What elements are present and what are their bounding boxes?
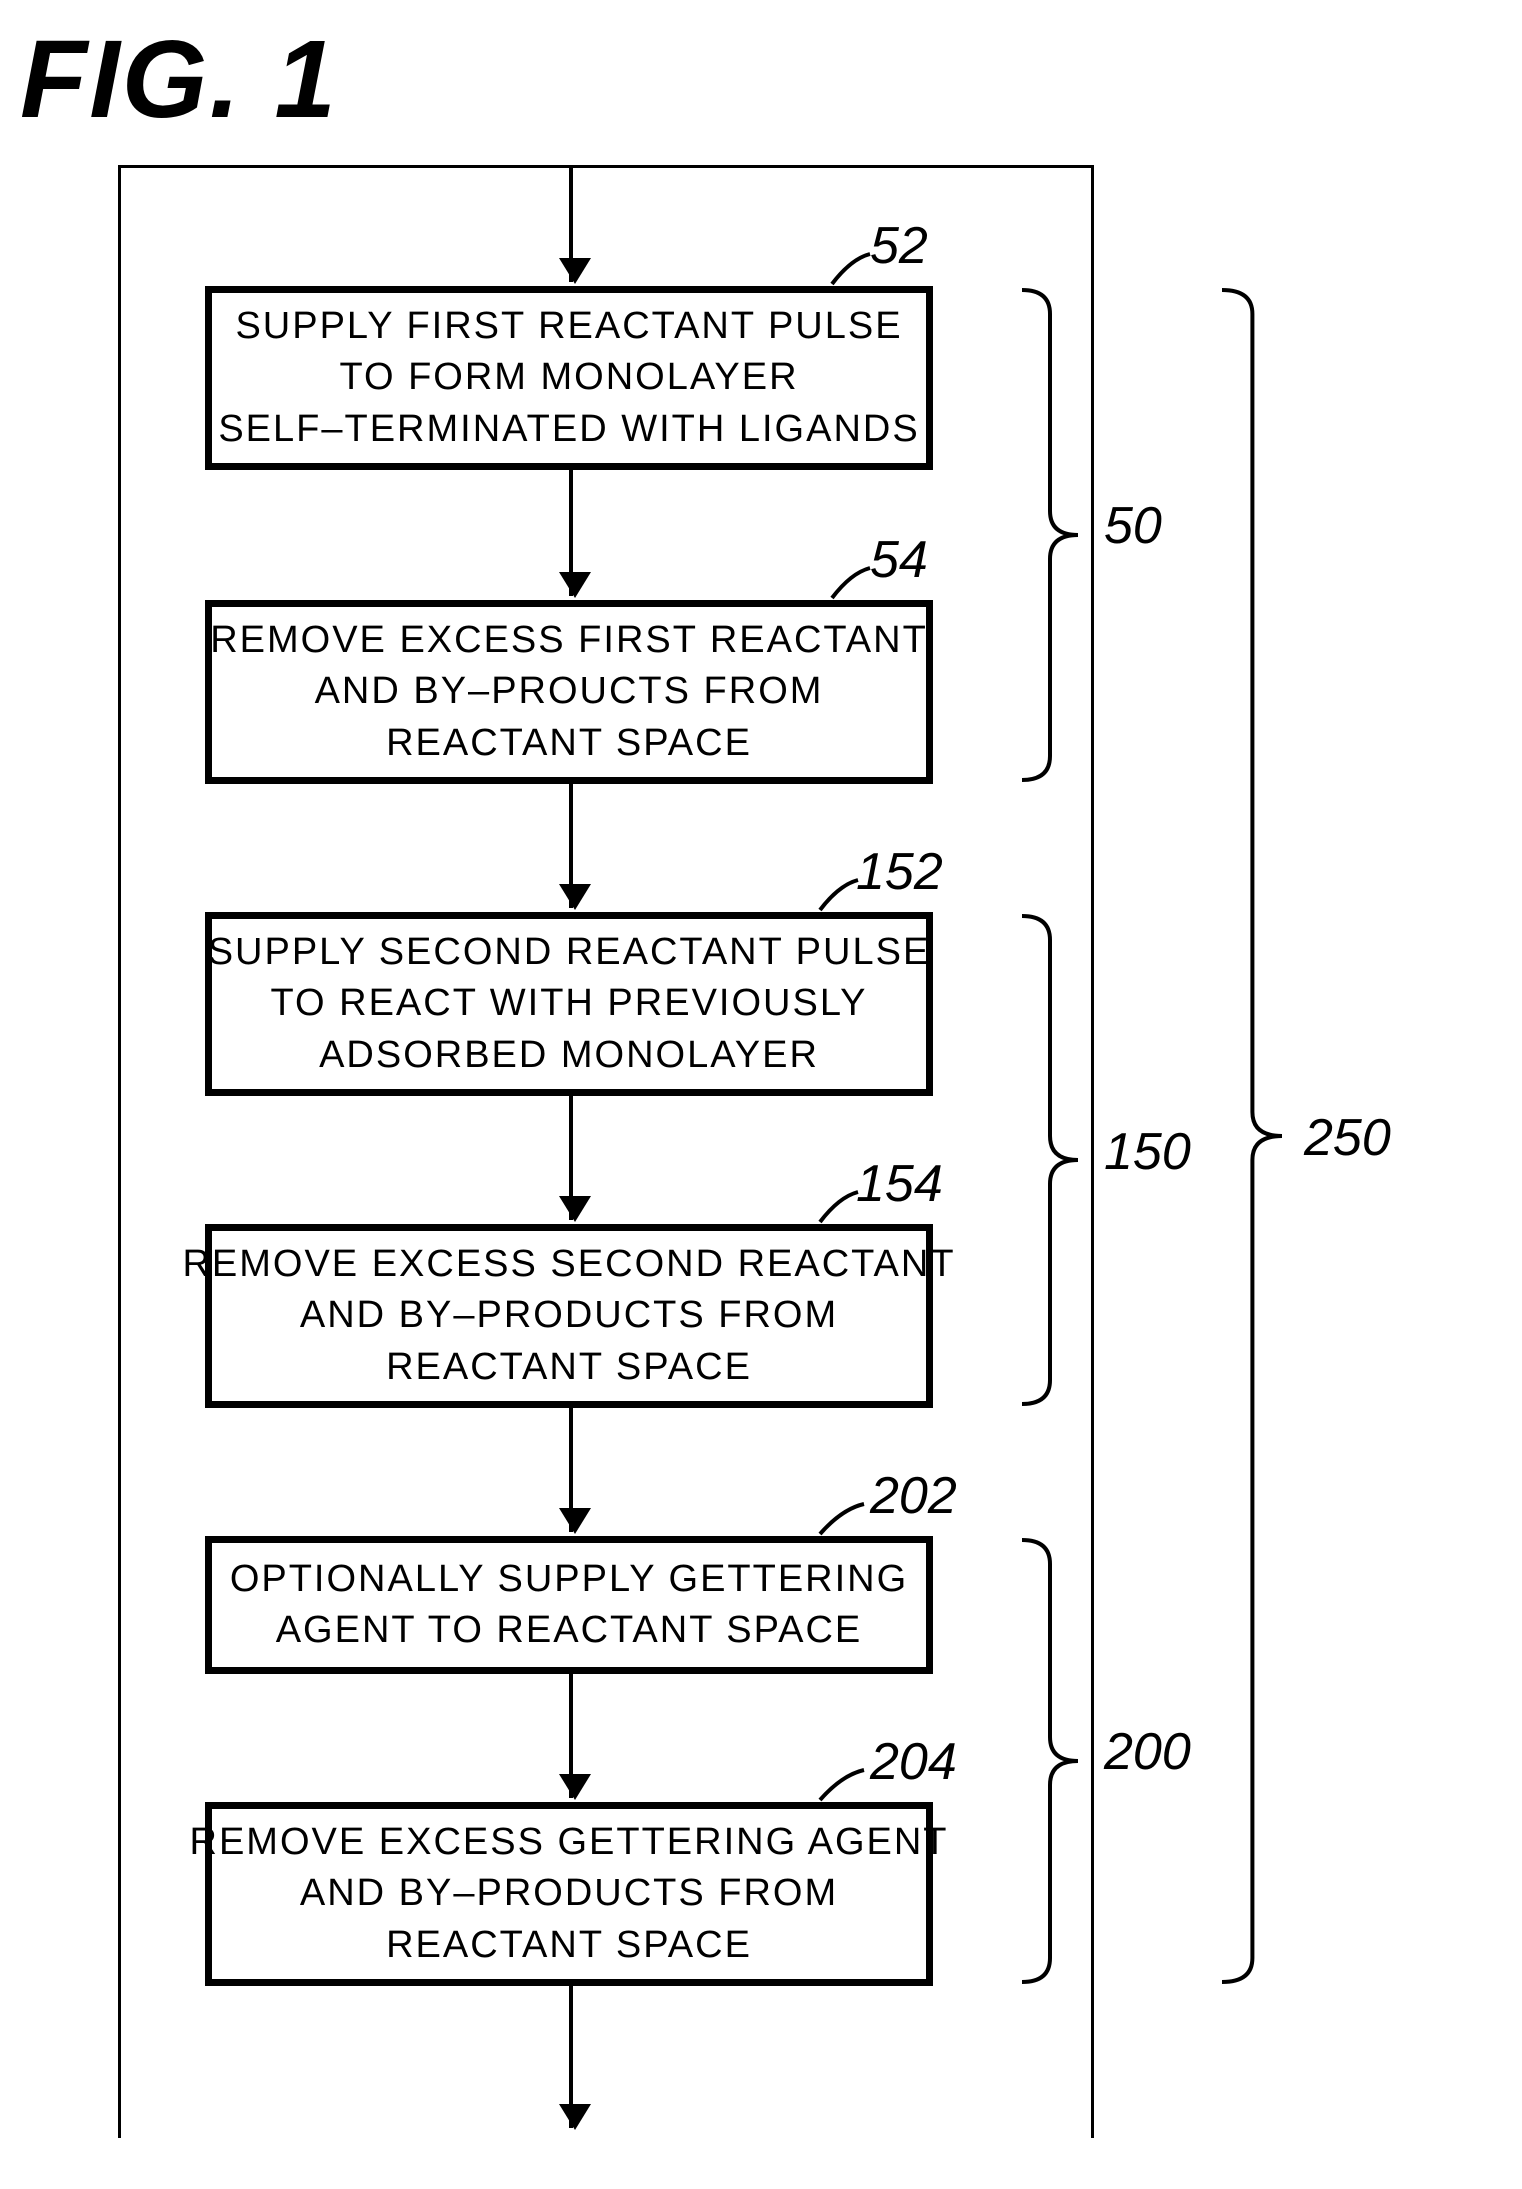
step-line: TO FORM MONOLAYER — [339, 352, 798, 403]
ref-200: 200 — [1104, 1722, 1191, 1782]
figure-title: FIG. 1 — [20, 16, 338, 143]
step-line: REACTANT SPACE — [386, 1342, 752, 1393]
step-line: SUPPLY FIRST REACTANT PULSE — [235, 301, 902, 352]
step-line: SELF–TERMINATED WITH LIGANDS — [218, 404, 919, 455]
flow-arrow — [569, 168, 573, 282]
step-line: REMOVE EXCESS FIRST REACTANT — [210, 615, 928, 666]
step-54: REMOVE EXCESS FIRST REACTANTAND BY–PROUC… — [205, 600, 933, 784]
brace-150 — [1020, 912, 1090, 1408]
flow-arrow — [569, 1986, 573, 2128]
ref-250: 250 — [1304, 1108, 1391, 1168]
step-52: SUPPLY FIRST REACTANT PULSETO FORM MONOL… — [205, 286, 933, 470]
step-line: TO REACT WITH PREVIOUSLY — [271, 978, 868, 1029]
step-line: REACTANT SPACE — [386, 718, 752, 769]
step-line: OPTIONALLY SUPPLY GETTERING — [230, 1554, 908, 1605]
step-line: AND BY–PROUCTS FROM — [315, 666, 824, 717]
step-line: REMOVE EXCESS SECOND REACTANT — [182, 1239, 955, 1290]
ref-150: 150 — [1104, 1122, 1191, 1182]
flow-arrow — [569, 1408, 573, 1532]
flow-arrow — [569, 1674, 573, 1798]
step-line: AND BY–PRODUCTS FROM — [300, 1868, 838, 1919]
step-line: AND BY–PRODUCTS FROM — [300, 1290, 838, 1341]
ref-50: 50 — [1104, 496, 1162, 556]
step-line: ADSORBED MONOLAYER — [319, 1030, 819, 1081]
step-204: REMOVE EXCESS GETTERING AGENTAND BY–PROD… — [205, 1802, 933, 1986]
ref-52: 52 — [870, 216, 928, 276]
ref-154: 154 — [856, 1154, 943, 1214]
ref-204: 204 — [870, 1732, 957, 1792]
ref-152: 152 — [856, 842, 943, 902]
brace-200 — [1020, 1536, 1090, 1986]
flow-arrow — [569, 1096, 573, 1220]
step-line: AGENT TO REACTANT SPACE — [276, 1605, 863, 1656]
step-202: OPTIONALLY SUPPLY GETTERINGAGENT TO REAC… — [205, 1536, 933, 1674]
step-152: SUPPLY SECOND REACTANT PULSETO REACT WIT… — [205, 912, 933, 1096]
ref-202: 202 — [870, 1466, 957, 1526]
step-line: SUPPLY SECOND REACTANT PULSE — [208, 927, 931, 978]
step-line: REMOVE EXCESS GETTERING AGENT — [190, 1817, 949, 1868]
step-line: REACTANT SPACE — [386, 1920, 752, 1971]
step-154: REMOVE EXCESS SECOND REACTANTAND BY–PROD… — [205, 1224, 933, 1408]
flow-arrow — [569, 784, 573, 908]
flow-arrow — [569, 470, 573, 596]
brace-250 — [1220, 286, 1294, 1986]
brace-50 — [1020, 286, 1090, 784]
ref-54: 54 — [870, 530, 928, 590]
